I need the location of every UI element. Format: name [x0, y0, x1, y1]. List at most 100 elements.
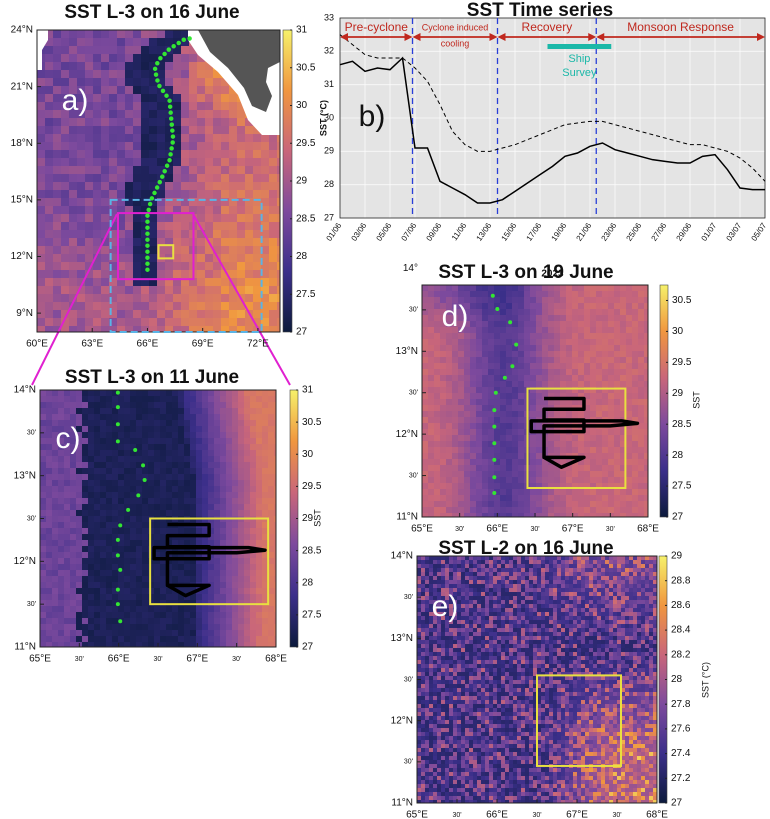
heatmap-cell: [620, 339, 627, 346]
heatmap-cell: [189, 70, 198, 79]
heatmap-cell: [58, 618, 65, 625]
heatmap-cell: [69, 294, 78, 303]
heatmap-cell: [85, 46, 94, 55]
heatmap-cell: [244, 564, 251, 571]
heatmap-cell: [178, 630, 185, 637]
heatmap-cell: [561, 556, 566, 561]
heatmap-cell: [581, 576, 586, 581]
heatmap-cell: [554, 483, 561, 490]
heatmap-cell: [470, 411, 477, 418]
heatmap-cell: [261, 238, 270, 247]
heatmap-cell: [117, 254, 126, 263]
heatmap-cell: [578, 285, 585, 292]
heatmap-cell: [184, 552, 191, 559]
heatmap-cell: [213, 102, 222, 111]
heatmap-cell: [560, 471, 567, 478]
heatmap-cell: [512, 333, 519, 340]
heatmap-cell: [213, 262, 222, 271]
heatmap-cell: [590, 393, 597, 400]
heatmap-cell: [274, 492, 277, 499]
heatmap-cell: [173, 230, 182, 239]
heatmap-cell: [632, 459, 639, 466]
heatmap-cell: [617, 588, 622, 593]
heatmap-cell: [602, 441, 609, 448]
heatmap-cell: [644, 285, 649, 292]
heatmap-cell: [101, 262, 110, 271]
heatmap-cell: [518, 507, 525, 514]
heatmap-cell: [157, 230, 166, 239]
heatmap-cell: [253, 222, 262, 231]
heatmap-cell: [553, 564, 558, 569]
heatmap-cell: [421, 568, 426, 573]
heatmap-cell: [133, 286, 142, 295]
heatmap-cell: [269, 302, 278, 311]
heatmap-cell: [133, 78, 142, 87]
heatmap-cell: [142, 516, 149, 523]
heatmap-cell: [190, 624, 197, 631]
heatmap-cell: [61, 294, 70, 303]
heatmap-cell: [88, 618, 95, 625]
heatmap-cell: [620, 285, 627, 292]
heatmap-cell: [136, 522, 143, 529]
heatmap-cell: [554, 315, 561, 322]
heatmap-cell: [189, 86, 198, 95]
heatmap-cell: [529, 588, 534, 593]
heatmap-cell: [422, 495, 429, 502]
heatmap-cell: [501, 572, 506, 577]
heatmap-cell: [617, 592, 622, 597]
heatmap-cell: [437, 568, 442, 573]
heatmap-cell: [620, 411, 627, 418]
heatmap-cell: [232, 486, 239, 493]
heatmap-cell: [494, 447, 501, 454]
heatmap-cell: [500, 309, 507, 316]
heatmap-cell: [256, 618, 263, 625]
heatmap-cell: [226, 618, 233, 625]
heatmap-cell: [64, 582, 71, 589]
heatmap-cell: [64, 408, 71, 415]
heatmap-cell: [118, 486, 125, 493]
heatmap-cell: [422, 417, 429, 424]
heatmap-cell: [148, 402, 155, 409]
heatmap-cell: [277, 326, 281, 333]
heatmap-cell: [136, 642, 143, 648]
heatmap-cell: [112, 552, 119, 559]
heatmap-cell: [148, 564, 155, 571]
heatmap-cell: [232, 588, 239, 595]
heatmap-cell: [160, 450, 167, 457]
heatmap-cell: [77, 126, 86, 135]
heatmap-cell: [213, 326, 222, 333]
heatmap-cell: [85, 222, 94, 231]
heatmap-cell: [446, 429, 453, 436]
heatmap-cell: [596, 321, 603, 328]
heatmap-cell: [632, 375, 639, 382]
heatmap-cell: [109, 238, 118, 247]
heatmap-cell: [208, 504, 215, 511]
heatmap-cell: [77, 286, 86, 295]
heatmap-cell: [196, 462, 203, 469]
heatmap-cell: [229, 86, 238, 95]
heatmap-cell: [37, 102, 46, 111]
heatmap-cell: [268, 468, 275, 475]
heatmap-cell: [596, 483, 603, 490]
heatmap-cell: [160, 624, 167, 631]
heatmap-cell: [124, 552, 131, 559]
heatmap-cell: [500, 489, 507, 496]
heatmap-cell: [117, 118, 126, 127]
heatmap-cell: [518, 381, 525, 388]
heatmap-cell: [584, 357, 591, 364]
heatmap-cell: [525, 592, 530, 597]
heatmap-cell: [470, 495, 477, 502]
heatmap-cell: [40, 588, 47, 595]
heatmap-cell: [133, 206, 142, 215]
heatmap-cell: [494, 357, 501, 364]
heatmap-cell: [70, 576, 77, 583]
heatmap-cell: [644, 297, 649, 304]
heatmap-cell: [429, 576, 434, 581]
heatmap-cell: [533, 576, 538, 581]
heatmap-cell: [250, 486, 257, 493]
heatmap-cell: [581, 564, 586, 569]
heatmap-cell: [429, 596, 434, 601]
heatmap-cell: [632, 381, 639, 388]
heatmap-cell: [428, 495, 435, 502]
heatmap-cell: [45, 142, 54, 151]
